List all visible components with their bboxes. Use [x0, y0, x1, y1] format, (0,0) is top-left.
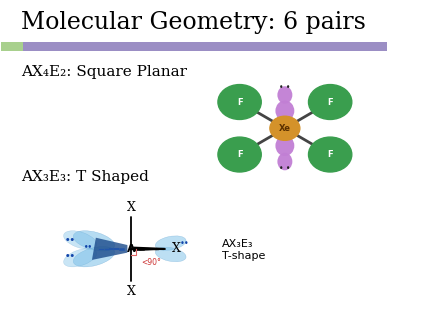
Text: F: F: [236, 98, 242, 107]
Text: F: F: [236, 150, 242, 159]
Ellipse shape: [155, 236, 186, 250]
Text: AX₄E₂: Square Planar: AX₄E₂: Square Planar: [21, 65, 187, 79]
Ellipse shape: [63, 249, 96, 267]
Text: Molecular Geometry: 6 pairs: Molecular Geometry: 6 pairs: [21, 11, 365, 34]
Ellipse shape: [73, 247, 114, 267]
Circle shape: [308, 137, 351, 172]
Circle shape: [217, 84, 261, 119]
Text: A: A: [127, 244, 135, 254]
Text: • •: • •: [279, 84, 290, 92]
Text: X: X: [127, 201, 135, 214]
Circle shape: [308, 84, 351, 119]
Circle shape: [217, 137, 261, 172]
Bar: [1, 42, 23, 51]
Text: ••: ••: [65, 236, 75, 245]
Text: X: X: [172, 242, 181, 255]
Ellipse shape: [275, 135, 294, 156]
Text: <90°: <90°: [141, 258, 161, 267]
Text: F: F: [327, 150, 332, 159]
Text: X: X: [127, 285, 135, 298]
Text: ••: ••: [179, 239, 189, 248]
Circle shape: [269, 116, 299, 140]
Ellipse shape: [275, 100, 294, 121]
Text: ••: ••: [83, 244, 92, 250]
Bar: [21, 42, 386, 51]
Ellipse shape: [73, 231, 114, 251]
Text: AX₃E₃
T-shape: AX₃E₃ T-shape: [222, 239, 265, 261]
Polygon shape: [92, 238, 127, 260]
Text: ••: ••: [65, 252, 75, 261]
Text: AX₃E₃: T Shaped: AX₃E₃: T Shaped: [21, 170, 149, 183]
Text: Xe: Xe: [278, 124, 290, 133]
Ellipse shape: [277, 86, 292, 104]
Ellipse shape: [155, 247, 186, 262]
Text: • •: • •: [279, 164, 290, 173]
Polygon shape: [133, 247, 164, 251]
Ellipse shape: [63, 231, 96, 249]
Ellipse shape: [277, 153, 292, 170]
Text: F: F: [327, 98, 332, 107]
